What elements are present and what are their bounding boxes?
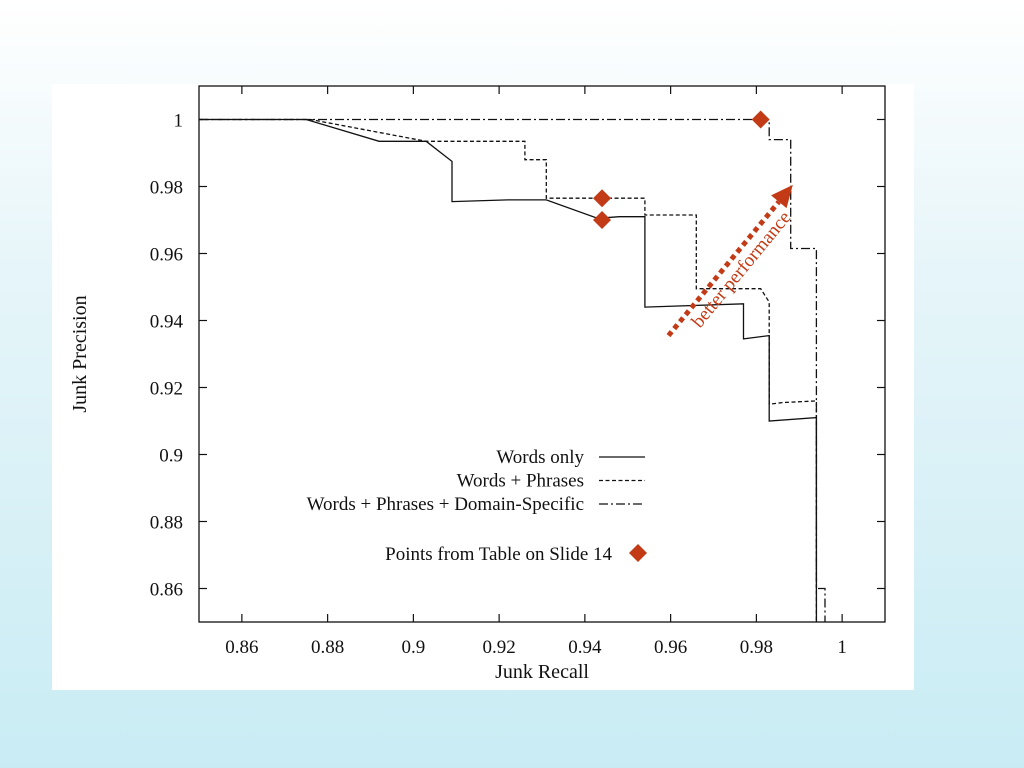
axes: 0.86 0.88 0.9 0.92 0.94 0.96 0.98 1 0.86 0.88 0.9 0… xyxy=(69,85,886,683)
annotation: better performance xyxy=(666,184,795,338)
y-axis-title: Junk Precision xyxy=(69,295,91,412)
legend-label: Points from Table on Slide 14 xyxy=(385,544,612,565)
legend-label: Words + Phrases xyxy=(457,471,584,492)
x-tick-label: 0.9 xyxy=(402,637,426,658)
y-tick-label: 0.98 xyxy=(150,178,183,199)
y-tick-label: 0.92 xyxy=(150,379,183,400)
legend-diamond-marker xyxy=(629,544,647,562)
series-line-3 xyxy=(199,118,826,622)
x-axis-title: Junk Recall xyxy=(495,661,589,683)
data-point-diamond xyxy=(593,189,612,208)
legend-label: Words only xyxy=(496,447,584,468)
y-tick-label: 0.94 xyxy=(150,312,184,333)
data-point-diamond xyxy=(751,110,770,129)
arrow-shaft xyxy=(666,200,781,338)
data-point-diamond xyxy=(593,211,612,229)
x-tick-label: 0.98 xyxy=(740,637,773,658)
y-tick-label: 0.88 xyxy=(150,513,183,534)
x-tick-label: 1 xyxy=(837,637,847,658)
chart-panel xyxy=(52,84,914,690)
x-tick-label: 0.92 xyxy=(483,637,516,658)
highlight-points xyxy=(593,110,770,229)
y-tick-label: 0.9 xyxy=(159,446,183,467)
x-tick-label: 0.88 xyxy=(311,637,344,658)
x-tick-label: 0.96 xyxy=(654,637,687,658)
y-tick-label: 1 xyxy=(174,111,184,132)
legend-label: Words + Phrases + Domain-Specific xyxy=(307,494,584,515)
x-tick-label: 0.86 xyxy=(225,637,258,658)
annotation-label: better performance xyxy=(687,207,795,331)
arrow-head xyxy=(771,184,793,209)
plot-frame xyxy=(198,85,886,623)
x-tick-label: 0.94 xyxy=(568,637,602,658)
y-tick-label: 0.96 xyxy=(150,245,183,266)
y-tick-label: 0.86 xyxy=(150,580,183,601)
